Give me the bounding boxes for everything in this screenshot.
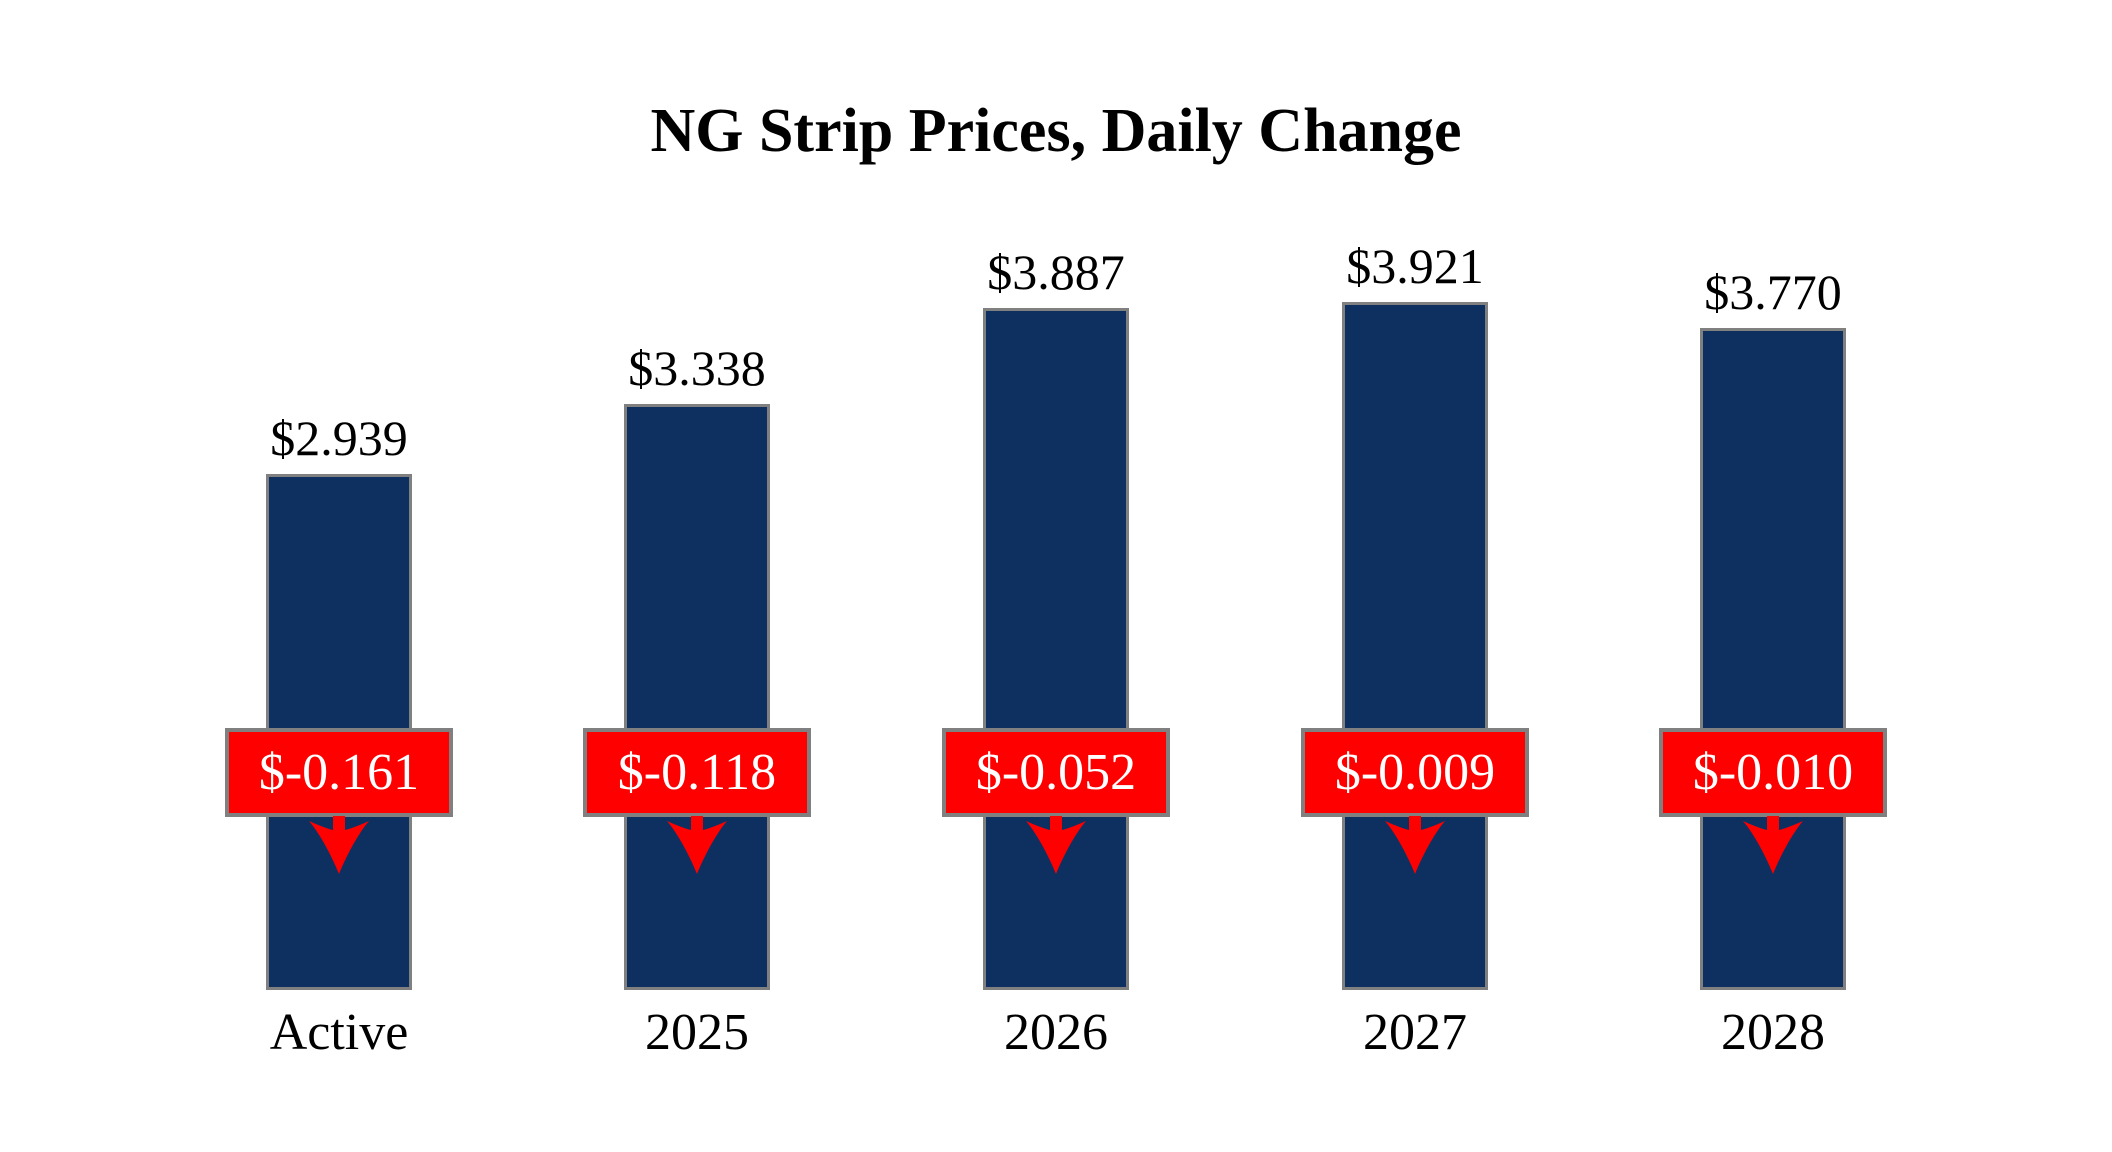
- chart-title: NG Strip Prices, Daily Change: [650, 97, 1462, 165]
- price-label: $3.338: [628, 340, 766, 396]
- daily-change-badge: $-0.009: [1301, 728, 1529, 817]
- down-arrow-icon: [309, 816, 369, 874]
- daily-change-badge: $-0.161: [225, 728, 453, 817]
- price-bar: [1700, 328, 1846, 990]
- down-arrow-icon: [667, 816, 727, 874]
- category-label: 2028: [1721, 1004, 1825, 1061]
- down-arrow-icon: [1743, 816, 1803, 874]
- category-label: 2026: [1004, 1004, 1108, 1061]
- category-label: 2027: [1363, 1004, 1467, 1061]
- daily-change-badge: $-0.010: [1659, 728, 1887, 817]
- daily-change-value: $-0.161: [258, 743, 420, 801]
- daily-change-value: $-0.010: [1692, 743, 1854, 801]
- daily-change-value: $-0.052: [975, 743, 1137, 801]
- daily-change-badge: $-0.052: [942, 728, 1170, 817]
- daily-change-badge: $-0.118: [583, 728, 811, 817]
- daily-change-value: $-0.118: [617, 743, 777, 801]
- price-label: $3.921: [1346, 238, 1484, 294]
- down-arrow-icon: [1026, 816, 1086, 874]
- daily-change-value: $-0.009: [1334, 743, 1496, 801]
- price-label: $3.887: [987, 244, 1125, 300]
- price-bar: [983, 308, 1129, 990]
- price-bar: [624, 404, 770, 990]
- price-label: $2.939: [270, 410, 408, 466]
- down-arrow-icon: [1385, 816, 1445, 874]
- category-label: 2025: [645, 1004, 749, 1061]
- price-label: $3.770: [1704, 264, 1842, 320]
- price-bar: [1342, 302, 1488, 990]
- category-label: Active: [269, 1004, 409, 1061]
